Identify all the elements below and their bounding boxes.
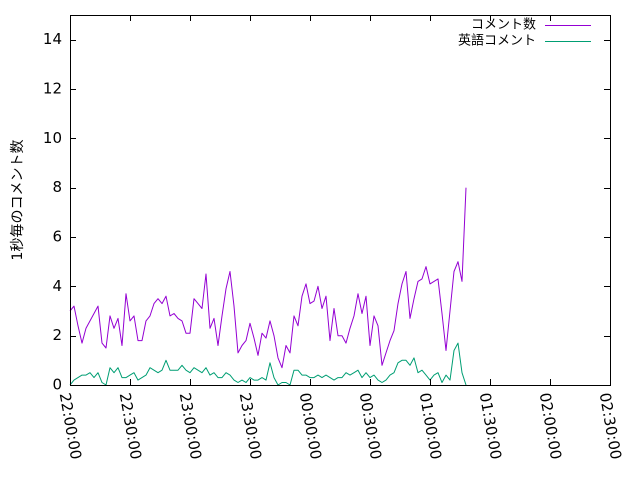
y-tick-label: 0 xyxy=(52,376,62,394)
y-tick-label: 12 xyxy=(43,80,62,98)
y-tick-label: 2 xyxy=(52,326,62,344)
plot-frame xyxy=(70,15,611,386)
y-tick-label: 10 xyxy=(43,129,62,147)
y-axis-label: 1秒毎のコメント数 xyxy=(10,140,26,261)
legend-label-0: コメント数 xyxy=(471,18,536,33)
series-line-1 xyxy=(69,342,467,386)
y-tick-label: 4 xyxy=(52,277,62,295)
series-line-0 xyxy=(69,187,467,369)
y-tick-label: 14 xyxy=(43,30,62,48)
series-layer xyxy=(69,187,467,386)
y-tick-label: 6 xyxy=(52,228,62,246)
y-tick-label: 8 xyxy=(52,178,62,196)
legend-label-1: 英語コメント xyxy=(458,33,536,49)
